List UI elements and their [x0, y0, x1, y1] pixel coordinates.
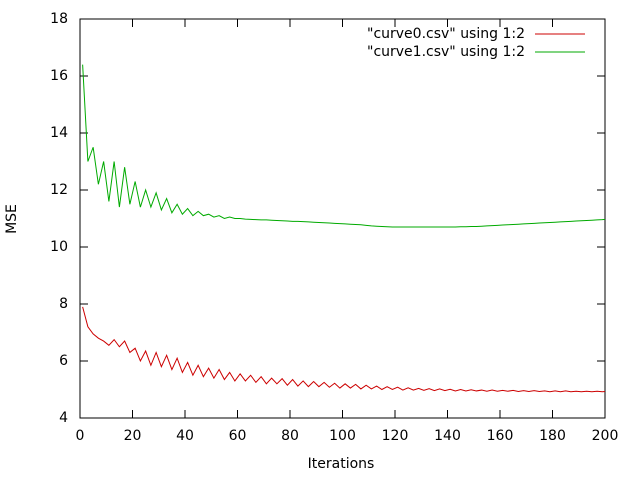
y-tick-label: 4	[59, 410, 68, 426]
x-tick-label: 120	[382, 428, 409, 444]
x-tick-label: 40	[176, 428, 194, 444]
x-tick-label: 180	[539, 428, 566, 444]
legend-label: "curve1.csv" using 1:2	[367, 44, 525, 60]
y-tick-label: 6	[59, 353, 68, 369]
y-tick-label: 10	[50, 239, 68, 255]
y-tick-label: 12	[50, 182, 68, 198]
x-axis-label: Iterations	[308, 456, 375, 472]
x-tick-label: 80	[281, 428, 299, 444]
x-tick-label: 0	[76, 428, 85, 444]
x-tick-label: 100	[329, 428, 356, 444]
x-tick-label: 140	[434, 428, 461, 444]
y-axis-label: MSE	[4, 204, 20, 234]
x-tick-label: 20	[124, 428, 142, 444]
legend-label: "curve0.csv" using 1:2	[367, 26, 525, 42]
y-tick-label: 8	[59, 296, 68, 312]
y-tick-label: 18	[50, 11, 68, 27]
data-line	[82, 306, 606, 393]
y-tick-label: 16	[50, 68, 68, 84]
x-tick-label: 160	[487, 428, 514, 444]
x-tick-label: 60	[229, 428, 247, 444]
x-tick-label: 200	[592, 428, 619, 444]
y-tick-label: 14	[50, 125, 68, 141]
data-line	[82, 64, 606, 228]
